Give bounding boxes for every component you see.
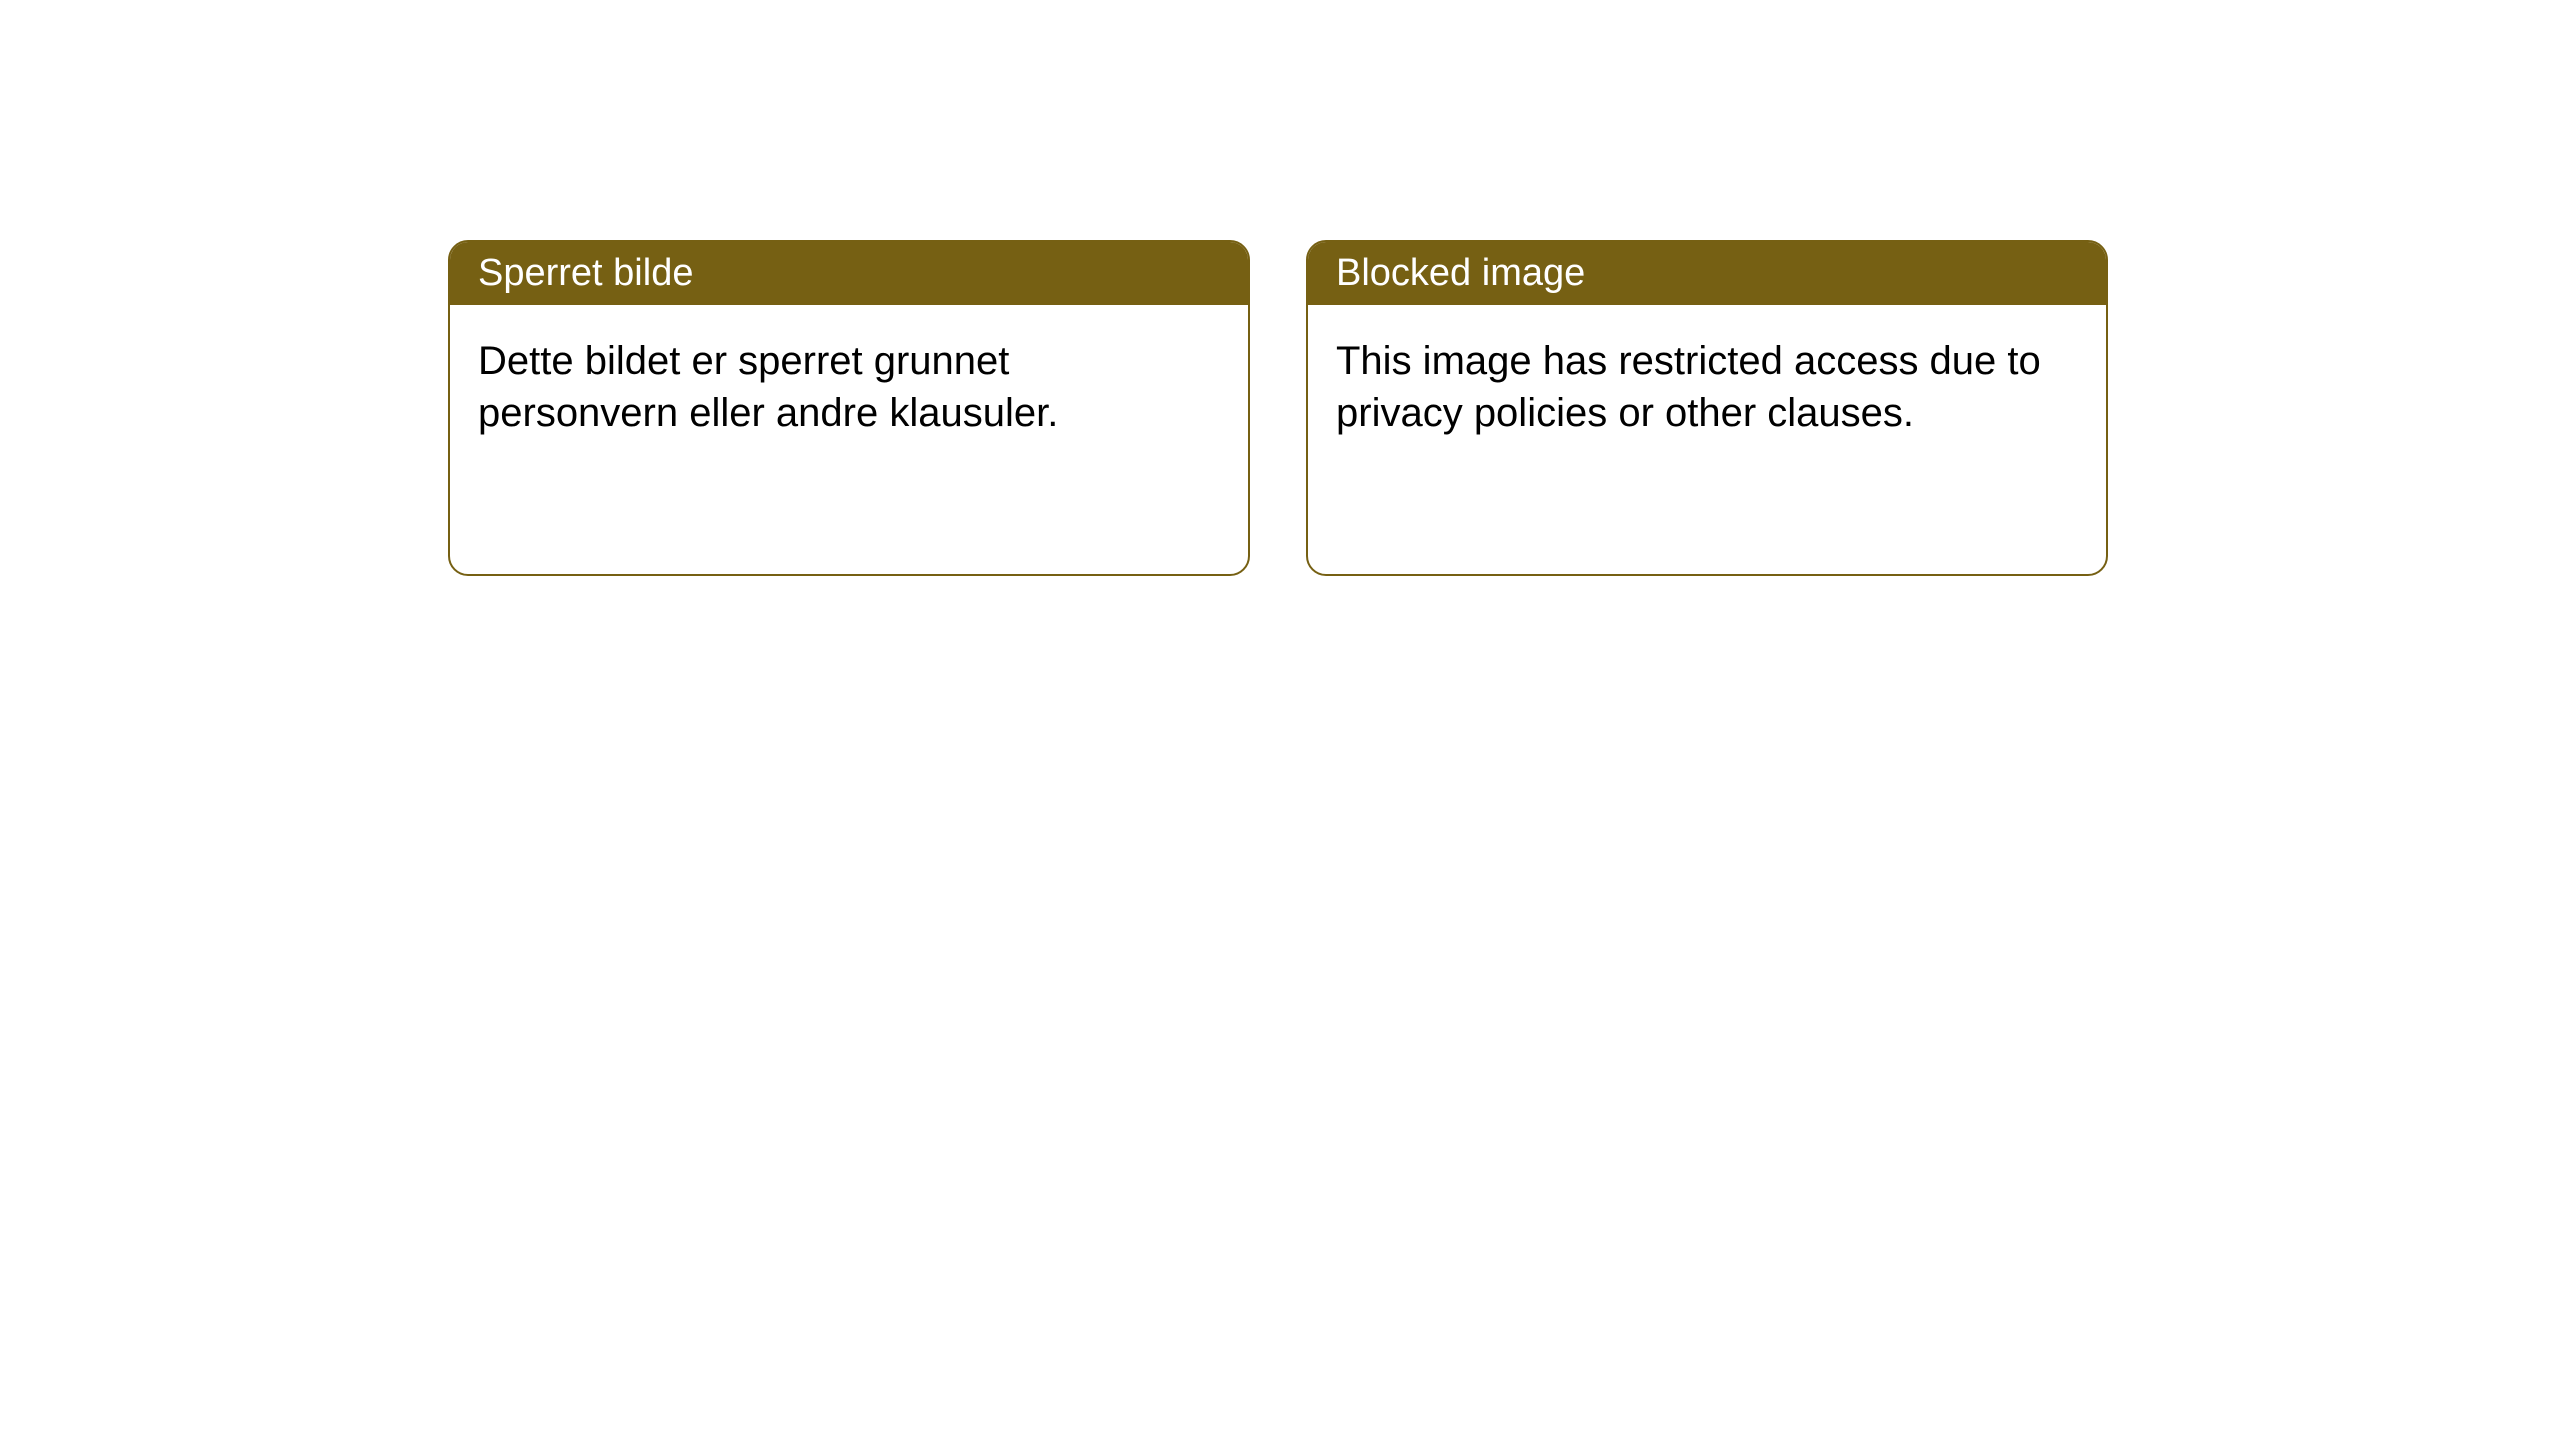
notice-cards-container: Sperret bilde Dette bildet er sperret gr… <box>448 240 2560 576</box>
notice-card-norwegian: Sperret bilde Dette bildet er sperret gr… <box>448 240 1250 576</box>
notice-card-english: Blocked image This image has restricted … <box>1306 240 2108 576</box>
card-body-text: This image has restricted access due to … <box>1336 339 2041 435</box>
card-title: Sperret bilde <box>478 252 693 294</box>
card-title: Blocked image <box>1336 252 1585 294</box>
card-body: This image has restricted access due to … <box>1308 305 2106 469</box>
card-body-text: Dette bildet er sperret grunnet personve… <box>478 339 1058 435</box>
card-header: Sperret bilde <box>450 242 1248 305</box>
card-body: Dette bildet er sperret grunnet personve… <box>450 305 1248 469</box>
card-header: Blocked image <box>1308 242 2106 305</box>
